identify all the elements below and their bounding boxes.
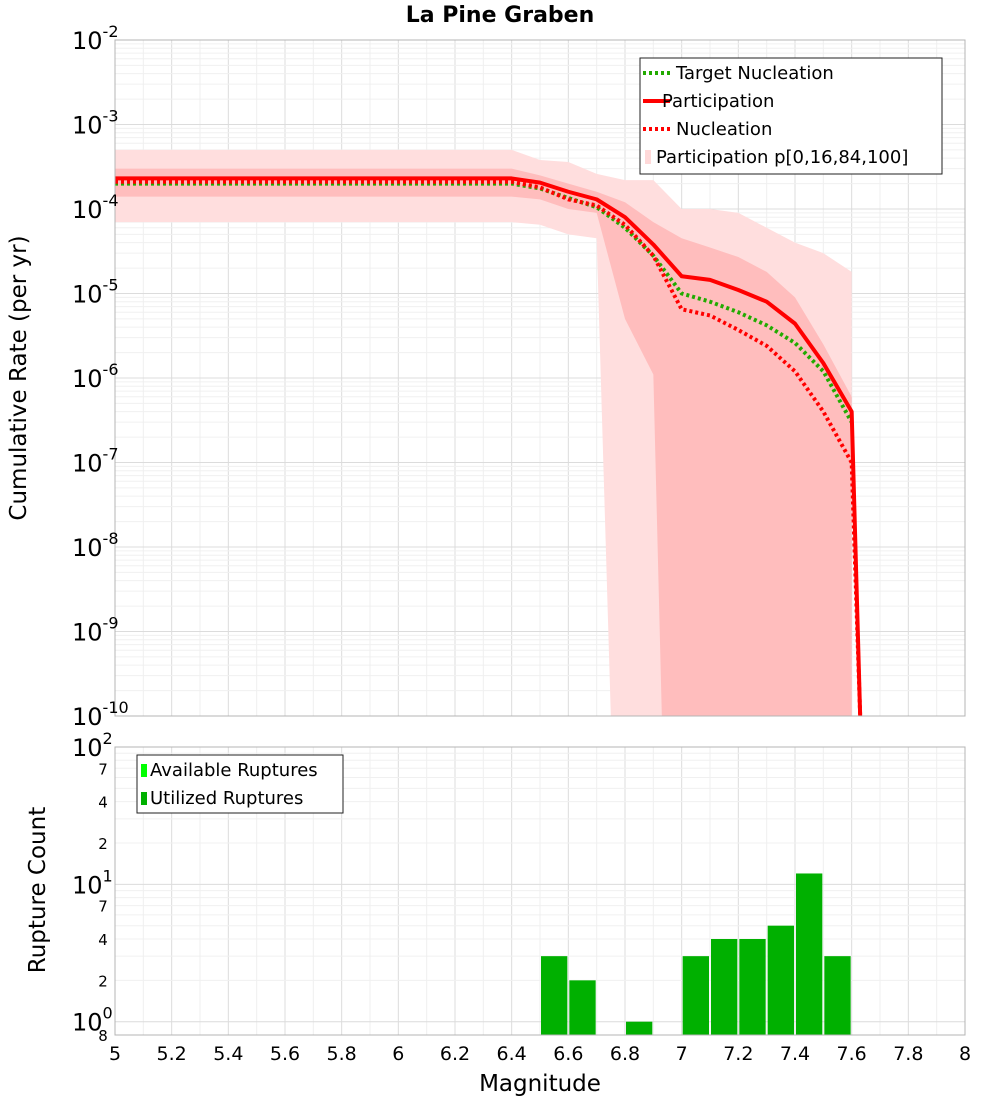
bottom-y-tick-minor-label: 2: [98, 972, 108, 990]
x-tick-label: 6: [392, 1043, 404, 1065]
bottom-y-tick-minor-label: 7: [98, 898, 108, 916]
x-tick-label: 6.8: [610, 1043, 640, 1065]
series-line-nucleation: [115, 179, 863, 716]
legend-label: Nucleation: [676, 119, 772, 140]
x-tick-label: 7.8: [893, 1043, 923, 1065]
bottom-y-tick-label: 100: [72, 1004, 113, 1037]
x-axis-label: Magnitude: [479, 1071, 601, 1097]
legend-swatch-bar: [141, 792, 147, 805]
x-tick-label: 7: [676, 1043, 688, 1065]
legend-label: Available Ruptures: [150, 760, 318, 781]
top-plot-frame: [114, 39, 966, 717]
bottom-y-tick-minor-label: 2: [98, 835, 108, 853]
legend-label: Participation: [662, 91, 774, 112]
legend-swatch-band: [645, 150, 651, 164]
rupture-bar: [682, 956, 709, 1035]
rupture-bar: [541, 956, 568, 1035]
rupture-bar: [739, 939, 766, 1035]
x-tick-label: 5.6: [270, 1043, 300, 1065]
top-data-group: [115, 149, 863, 716]
top-y-tick-label: 10-6: [72, 360, 119, 393]
top-y-tick-label: 10-8: [72, 529, 119, 562]
legend-label: Target Nucleation: [675, 63, 834, 84]
top-y-tick-label: 10-3: [72, 107, 119, 140]
bottom-legend-box: [136, 754, 344, 814]
rate-plot-panel: 10-2 10-3 10-4 10-5 10-6 10-7 10-8 10-9 10-10 Tar…: [72, 22, 966, 731]
bottom-y-tick-minor-label: 4: [98, 931, 108, 949]
bottom-legend: Available Ruptures Utilized Ruptures: [136, 754, 344, 814]
x-tick-label: 6.2: [440, 1043, 470, 1065]
rupture-bar: [824, 956, 851, 1035]
band-p16-p84: [115, 168, 852, 716]
bottom-plot-frame: [114, 746, 966, 1036]
top-legend: Target Nucleation Participation Nucleation…: [639, 57, 943, 175]
x-tick-label: 7.4: [780, 1043, 810, 1065]
chart-title: La Pine Graben: [406, 3, 595, 28]
top-y-axis-label: Cumulative Rate (per yr): [6, 235, 32, 520]
x-tick-label: 8: [959, 1043, 971, 1065]
x-tick-label: 5.8: [327, 1043, 357, 1065]
bottom-y-tick-label: 101: [72, 866, 113, 899]
bottom-y-tick-label: 102: [72, 729, 113, 762]
x-tick-label: 6.6: [553, 1043, 583, 1065]
x-tick-label: 7.6: [837, 1043, 867, 1065]
rupture-bar: [569, 980, 596, 1035]
top-y-tick-label: 10-2: [72, 22, 119, 55]
legend-label: Participation p[0,16,84,100]: [656, 147, 908, 168]
x-tick-label: 6.4: [497, 1043, 527, 1065]
x-tick-label: 5: [109, 1043, 121, 1065]
bottom-y-tick-minor-label: 7: [98, 760, 108, 778]
x-tick-label: 7.2: [723, 1043, 753, 1065]
x-tick-label: 5.4: [213, 1043, 243, 1065]
x-tick-label: 5.2: [157, 1043, 187, 1065]
series-line-participation: [115, 176, 863, 716]
top-y-tick-label: 10-4: [72, 191, 119, 224]
top-legend-box: [639, 57, 943, 175]
series-line-target-nucleation: [115, 181, 854, 424]
top-y-tick-label: 10-9: [72, 614, 119, 647]
bottom-y-tick-minor-label: 8: [98, 1027, 108, 1045]
rupture-bar: [796, 873, 823, 1035]
top-y-tick-label: 10-10: [72, 698, 129, 731]
bottom-y-axis-label: Rupture Count: [25, 807, 51, 973]
legend-swatch-bar: [141, 764, 147, 777]
rupture-bar: [767, 925, 794, 1035]
rupture-bar: [711, 939, 738, 1035]
rupture-bar: [626, 1021, 653, 1035]
legend-label: Utilized Ruptures: [150, 788, 303, 809]
top-y-tick-label: 10-7: [72, 445, 119, 478]
bottom-y-tick-minor-label: 4: [98, 794, 108, 812]
top-y-tick-label: 10-5: [72, 276, 119, 309]
